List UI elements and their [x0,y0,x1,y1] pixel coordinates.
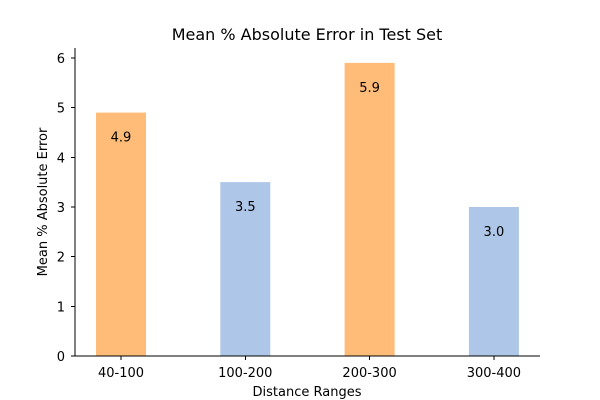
chart-title: Mean % Absolute Error in Test Set [172,25,443,44]
x-tick-label-200-300: 200-300 [342,366,396,381]
bar-100-200 [220,182,271,356]
x-tick-label-40-100: 40-100 [98,366,144,381]
bars-layer [96,62,519,357]
y-tick-label-5: 5 [57,102,65,117]
y-tick-label-4: 4 [57,151,65,166]
x-tick-label-100-200: 100-200 [218,366,272,381]
data-label-100-200: 3.5 [235,200,256,215]
y-tick-label-6: 6 [57,52,65,67]
x-ticks-layer: 40-100 100-200 200-300 300-400 [98,356,521,381]
data-label-300-400: 3.0 [484,225,505,240]
y-tick-label-3: 3 [57,201,65,216]
y-tick-label-0: 0 [57,350,65,365]
data-label-200-300: 5.9 [359,81,380,96]
y-ticks-layer: 0 1 2 3 4 5 6 [57,52,75,365]
bar-300-400 [468,207,519,356]
bar-200-300 [344,62,395,357]
data-labels-layer: 4.9 3.5 5.9 3.0 [111,81,505,240]
y-tick-label-1: 1 [57,300,65,315]
y-axis-label: Mean % Absolute Error [36,127,51,276]
y-tick-label-2: 2 [57,251,65,266]
x-axis-label: Distance Ranges [253,385,362,400]
data-label-40-100: 4.9 [111,131,132,146]
bar-40-100 [96,112,146,356]
x-tick-label-300-400: 300-400 [467,366,521,381]
